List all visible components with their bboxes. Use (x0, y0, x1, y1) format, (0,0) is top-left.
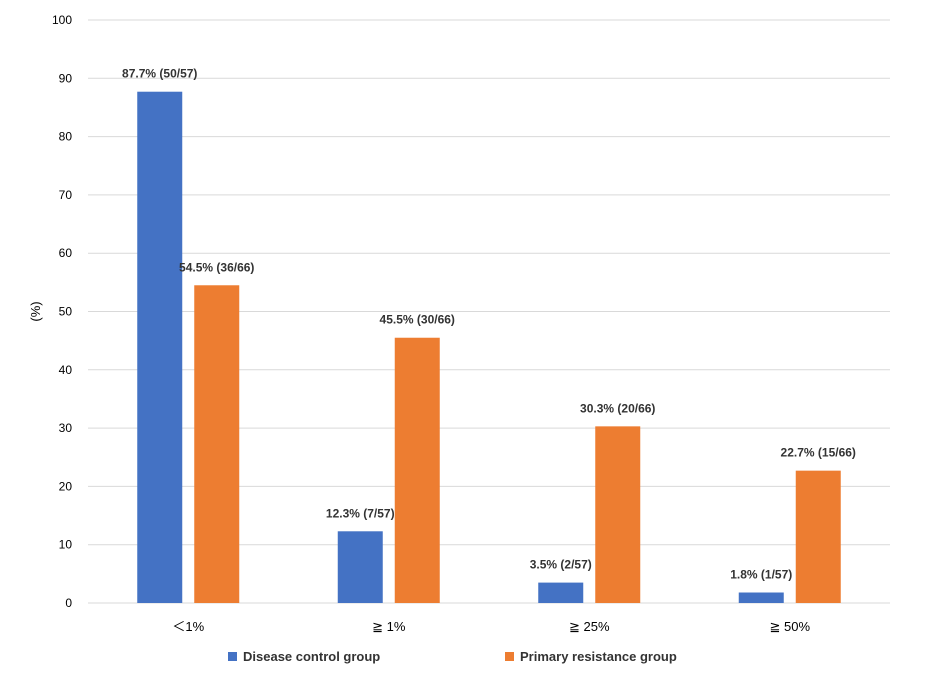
data-label: 54.5% (36/66) (179, 260, 254, 274)
y-tick-label: 80 (59, 130, 73, 144)
x-axis-categories: ＜1% ≧ 1% ≧ 25% ≧ 50% (172, 619, 810, 634)
x-category-label: ≧ 50% (769, 619, 810, 634)
bar-primary-resistance-0 (194, 285, 240, 603)
y-tick-label: 70 (59, 188, 73, 202)
bar-disease-control-3 (738, 592, 784, 603)
y-axis-ticks: 0 10 20 30 40 50 60 70 80 90 100 (52, 13, 72, 610)
bar-disease-control-2 (538, 582, 584, 603)
x-category-label: ≧ 1% (372, 619, 406, 634)
y-tick-label: 10 (59, 538, 73, 552)
y-tick-label: 20 (59, 479, 73, 493)
x-category-label: ＜1% (172, 619, 204, 634)
data-label: 3.5% (2/57) (530, 558, 592, 572)
bars (137, 91, 841, 604)
bar-primary-resistance-1 (394, 337, 440, 603)
data-label: 87.7% (50/57) (122, 67, 197, 81)
y-tick-label: 60 (59, 246, 73, 260)
data-label: 45.5% (30/66) (380, 313, 455, 327)
data-label: 22.7% (15/66) (781, 446, 856, 460)
legend-label: Primary resistance group (520, 649, 677, 664)
data-label: 30.3% (20/66) (580, 401, 655, 415)
legend-label: Disease control group (243, 649, 380, 664)
bar-disease-control-1 (337, 531, 383, 603)
data-label: 12.3% (7/57) (326, 506, 395, 520)
bar-disease-control-0 (137, 91, 183, 604)
legend-swatch (505, 652, 514, 661)
y-tick-label: 30 (59, 421, 73, 435)
legend-swatch (228, 652, 237, 661)
y-tick-label: 40 (59, 363, 73, 377)
y-tick-label: 90 (59, 71, 73, 85)
bar-primary-resistance-2 (595, 426, 641, 603)
y-axis-title: (%) (28, 301, 43, 321)
data-label: 1.8% (1/57) (730, 568, 792, 582)
y-tick-label: 100 (52, 13, 72, 27)
bar-primary-resistance-3 (795, 470, 841, 603)
y-tick-label: 0 (65, 596, 72, 610)
legend: Disease control group Primary resistance … (228, 649, 677, 664)
data-labels: 87.7% (50/57) 54.5% (36/66) 12.3% (7/57) 45… (122, 67, 856, 582)
x-category-label: ≧ 25% (569, 619, 610, 634)
y-tick-label: 50 (59, 305, 73, 319)
